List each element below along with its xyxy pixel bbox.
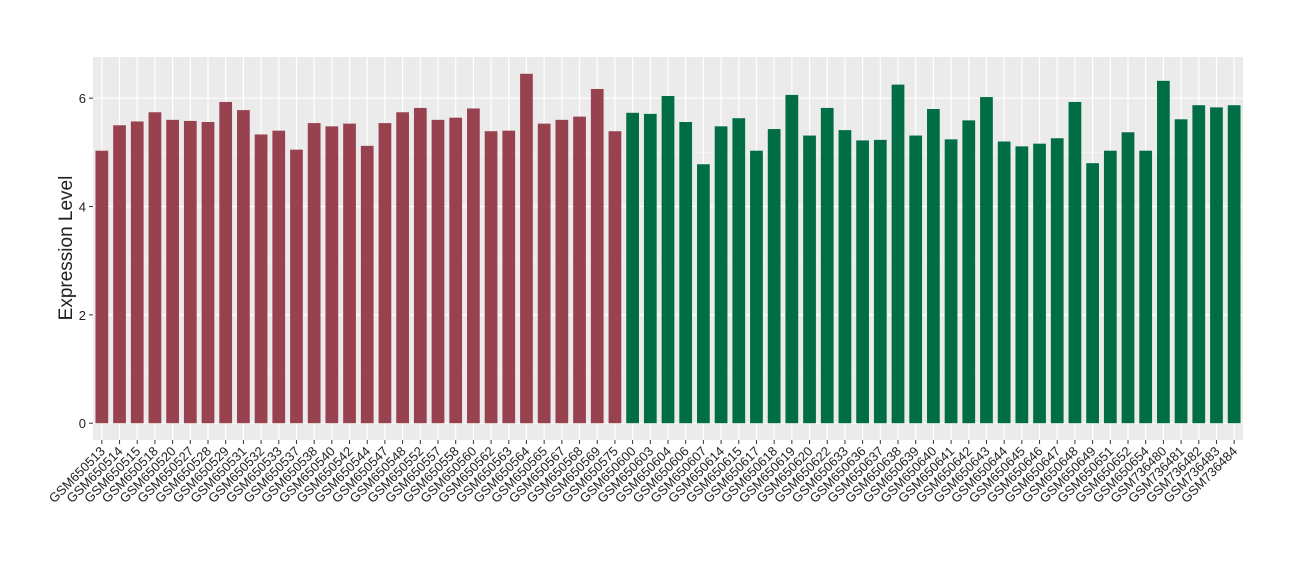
bar bbox=[732, 118, 746, 424]
bar bbox=[962, 120, 976, 424]
bar bbox=[219, 101, 233, 424]
bar bbox=[360, 145, 374, 424]
bar bbox=[661, 96, 675, 424]
bar bbox=[767, 129, 781, 424]
bar bbox=[537, 123, 551, 424]
bar bbox=[590, 88, 604, 424]
bar bbox=[750, 150, 763, 424]
y-tick-label: 4 bbox=[79, 200, 86, 215]
bar bbox=[307, 123, 321, 424]
bar bbox=[573, 116, 586, 424]
y-tick-label: 6 bbox=[79, 91, 86, 106]
bar bbox=[467, 108, 480, 424]
bar bbox=[838, 130, 852, 424]
y-tick-label: 2 bbox=[79, 308, 86, 323]
bar bbox=[449, 117, 463, 424]
bar bbox=[697, 164, 710, 424]
bar bbox=[944, 139, 958, 424]
bar bbox=[785, 94, 799, 424]
bar bbox=[1015, 146, 1029, 424]
bar bbox=[909, 135, 923, 424]
bar bbox=[626, 112, 639, 424]
bar bbox=[820, 107, 834, 424]
bar bbox=[803, 135, 816, 424]
bar bbox=[166, 119, 179, 424]
bar bbox=[113, 125, 126, 424]
bar bbox=[1121, 132, 1135, 424]
bar bbox=[856, 140, 869, 424]
bar bbox=[1050, 138, 1064, 424]
bar bbox=[130, 121, 144, 424]
bar bbox=[1227, 105, 1241, 424]
bar bbox=[1157, 80, 1170, 424]
bar bbox=[873, 139, 887, 424]
bar bbox=[431, 119, 445, 424]
bar bbox=[396, 112, 409, 424]
bar bbox=[520, 73, 533, 424]
bar bbox=[608, 131, 622, 424]
bar bbox=[201, 122, 215, 424]
bar bbox=[378, 123, 392, 424]
bar bbox=[325, 126, 339, 424]
bar bbox=[555, 119, 569, 424]
bar bbox=[1033, 143, 1046, 424]
bar bbox=[714, 126, 728, 424]
bar bbox=[95, 150, 109, 424]
y-tick-label: 0 bbox=[79, 416, 86, 431]
bar bbox=[413, 107, 427, 424]
y-axis-title: Expression Level bbox=[56, 176, 77, 321]
bar bbox=[254, 134, 268, 424]
bar bbox=[502, 130, 516, 424]
bar bbox=[343, 123, 356, 424]
bar bbox=[1103, 150, 1117, 424]
bar bbox=[643, 113, 657, 424]
bar bbox=[272, 130, 286, 424]
bar bbox=[1139, 150, 1153, 424]
bar bbox=[1210, 107, 1223, 424]
bar bbox=[1086, 163, 1099, 424]
bar bbox=[1192, 105, 1206, 424]
bar bbox=[148, 112, 162, 424]
bar bbox=[891, 84, 905, 424]
bar bbox=[484, 131, 498, 424]
bar bbox=[1174, 119, 1188, 424]
bar bbox=[927, 109, 940, 424]
bar bbox=[1068, 101, 1082, 424]
bar bbox=[980, 97, 993, 424]
bar bbox=[997, 141, 1011, 424]
bar bbox=[290, 149, 303, 424]
bar bbox=[183, 120, 197, 424]
bar bbox=[679, 122, 693, 424]
bar bbox=[237, 110, 250, 424]
